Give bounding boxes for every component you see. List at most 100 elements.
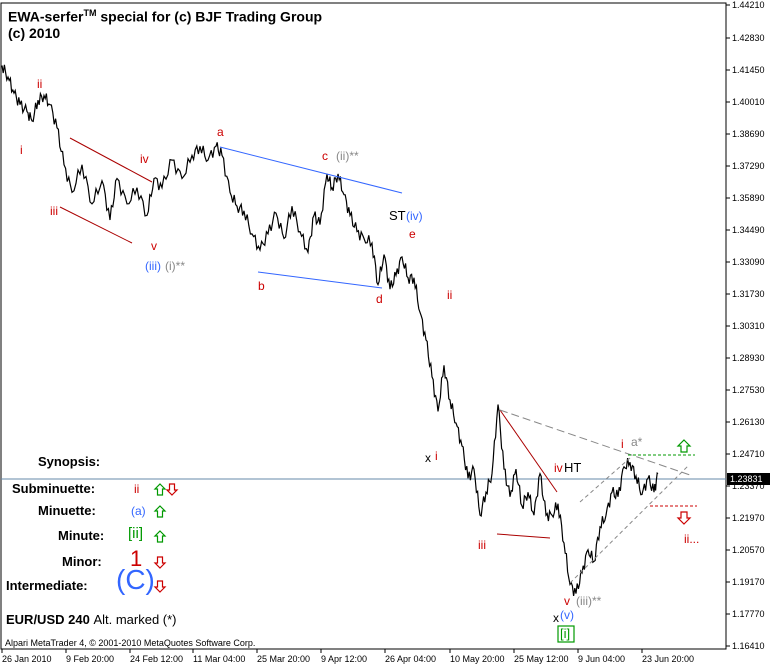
wedge-line bbox=[499, 409, 558, 493]
wave-label: [i] bbox=[560, 626, 570, 641]
wave-label: v bbox=[151, 239, 157, 253]
synopsis-down-arrow-icon bbox=[153, 580, 167, 593]
synopsis-label: Minor: bbox=[62, 554, 102, 569]
wave-label: iii bbox=[478, 538, 486, 552]
y-tick-label: 1.31730 bbox=[732, 289, 765, 299]
synopsis-wave: (C) bbox=[116, 564, 155, 595]
y-tick-label: 1.19170 bbox=[732, 577, 765, 587]
title-rest: special for (c) BJF Trading Group bbox=[96, 8, 323, 25]
symbol-note: Alt. marked (*) bbox=[93, 612, 177, 627]
up-arrow-icon bbox=[676, 439, 692, 453]
wave-label: iv bbox=[140, 152, 149, 166]
wave-label: i bbox=[435, 449, 438, 463]
y-tick-label: 1.26130 bbox=[732, 417, 765, 427]
synopsis-label: Minute: bbox=[58, 528, 105, 543]
synopsis-title: Synopsis: bbox=[38, 454, 101, 469]
current-price-box bbox=[727, 473, 770, 485]
chart-title: EWA-serferTM special for (c) BJF Trading… bbox=[8, 8, 322, 25]
wave-label: (ii)** bbox=[336, 149, 359, 163]
x-tick-label: 26 Apr 04:00 bbox=[385, 654, 436, 664]
x-tick-label: 9 Apr 12:00 bbox=[321, 654, 367, 664]
wave-label: ii bbox=[37, 77, 42, 91]
triangle-line bbox=[257, 271, 383, 289]
y-tick-label: 1.30310 bbox=[732, 321, 765, 331]
symbol-pair: EUR/USD 240 bbox=[6, 612, 90, 627]
synopsis-up-arrow-icon bbox=[153, 505, 167, 518]
synopsis-wave: [ii] bbox=[128, 525, 143, 542]
synopsis-wave: 1 bbox=[130, 546, 143, 571]
y-tick-label: 1.37290 bbox=[732, 161, 765, 171]
y-tick-label: 1.35890 bbox=[732, 193, 765, 203]
wave-label: a* bbox=[631, 435, 643, 449]
wave-box bbox=[557, 625, 575, 643]
synopsis-label: Intermediate: bbox=[6, 578, 88, 593]
copyright-text: Alpari MetaTrader 4, © 2001-2010 MetaQuo… bbox=[5, 638, 256, 648]
synopsis-up-arrow-icon bbox=[153, 530, 167, 543]
wave-label: x bbox=[553, 611, 559, 625]
wave-label: x bbox=[425, 451, 431, 465]
y-tick-label: 1.21970 bbox=[732, 513, 765, 523]
y-tick-label: 1.41450 bbox=[732, 65, 765, 75]
wave-label: i bbox=[621, 437, 624, 451]
synopsis-label: Subminuette: bbox=[12, 481, 96, 496]
x-tick-label: 23 Jun 20:00 bbox=[642, 654, 694, 664]
x-tick-label: 9 Jun 04:00 bbox=[578, 654, 625, 664]
channel-line bbox=[69, 137, 153, 183]
y-tick-label: 1.20570 bbox=[732, 545, 765, 555]
wave-label: iii bbox=[50, 204, 58, 218]
wave-label: (iii) bbox=[145, 259, 161, 273]
x-tick-label: 25 May 12:00 bbox=[514, 654, 569, 664]
synopsis-label: Minuette: bbox=[38, 503, 96, 518]
wave-label: v bbox=[564, 594, 570, 608]
y-tick-label: 1.24710 bbox=[732, 449, 765, 459]
y-tick-label: 1.40010 bbox=[732, 97, 765, 107]
dashed-trendline bbox=[499, 409, 691, 476]
x-tick-label: 26 Jan 2010 bbox=[2, 654, 52, 664]
wave-label: iv bbox=[554, 461, 563, 475]
wave-label: ii bbox=[447, 288, 452, 302]
x-tick-label: 24 Feb 12:00 bbox=[130, 654, 183, 664]
chart-subtitle: (c) 2010 bbox=[8, 25, 61, 41]
y-tick-label: 1.33090 bbox=[732, 257, 765, 267]
y-tick-label: 1.28930 bbox=[732, 353, 765, 363]
synopsis-down-arrow-icon bbox=[153, 556, 167, 569]
title-trademark: TM bbox=[83, 8, 97, 18]
y-tick-label: 1.23370 bbox=[732, 481, 765, 491]
y-tick-label: 1.42830 bbox=[732, 33, 765, 43]
x-tick-label: 9 Feb 20:00 bbox=[66, 654, 114, 664]
wave-label: i bbox=[20, 143, 23, 157]
synopsis-up-arrow-icon bbox=[153, 483, 167, 496]
wave-label: (iv) bbox=[406, 209, 423, 223]
wave-label: (iii)** bbox=[576, 594, 602, 608]
synopsis-down-arrow-icon bbox=[165, 483, 179, 496]
price-series bbox=[1, 64, 659, 596]
wave-label: b bbox=[258, 279, 265, 293]
dashed-trendline bbox=[579, 457, 631, 503]
wave-label: a bbox=[217, 125, 224, 139]
y-tick-label: 1.27530 bbox=[732, 385, 765, 395]
x-tick-label: 11 Mar 04:00 bbox=[193, 654, 245, 664]
wave-label: e bbox=[409, 227, 416, 241]
y-tick-label: 1.17770 bbox=[732, 609, 765, 619]
y-tick-label: 1.38690 bbox=[732, 129, 765, 139]
wave-label: ST bbox=[389, 208, 406, 223]
synopsis-wave: ii bbox=[134, 482, 140, 496]
wave-label: c bbox=[322, 149, 328, 163]
x-tick-label: 25 Mar 20:00 bbox=[257, 654, 310, 664]
x-tick-label: 10 May 20:00 bbox=[450, 654, 505, 664]
wave-label: (v) bbox=[560, 608, 574, 622]
symbol-label: EUR/USD 240 Alt. marked (*) bbox=[6, 612, 177, 627]
plot-frame bbox=[0, 2, 727, 650]
y-tick-label: 1.44210 bbox=[732, 0, 765, 10]
dashed-trendline bbox=[569, 465, 689, 584]
wave-label: HT bbox=[564, 460, 581, 475]
wedge-line bbox=[496, 533, 551, 539]
y-tick-label: 1.34490 bbox=[732, 225, 765, 235]
wave-label: (i)** bbox=[165, 259, 185, 273]
channel-line bbox=[59, 206, 133, 244]
triangle-line bbox=[219, 146, 403, 194]
wave-label: ii... bbox=[684, 532, 699, 546]
current-price-label: 1.23831 bbox=[730, 474, 763, 484]
